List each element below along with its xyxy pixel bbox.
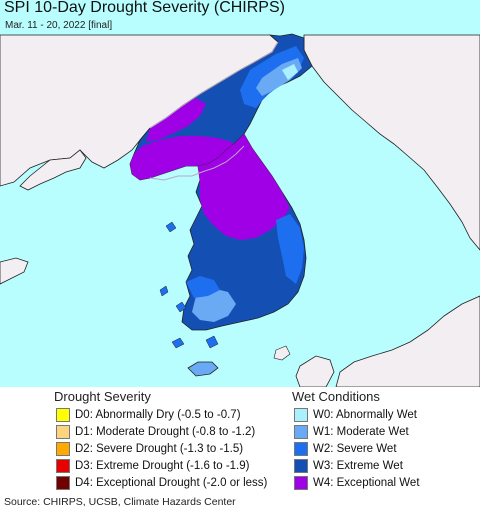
swatch-d4 [56,475,70,490]
korea-dmz-border [149,145,245,181]
west-sea-islands [159,221,219,349]
swatch-d2 [56,441,70,456]
legend-item-w3: W3: Extreme Wet [294,457,403,474]
source-credit: Source: CHIRPS, UCSB, Climate Hazards Ce… [4,496,236,508]
legend-item-d4: D4: Exceptional Drought (-2.0 or less) [56,474,267,491]
swatch-w3 [294,458,308,473]
swatch-w1 [294,424,308,439]
sk-severe-wet-southwest [186,276,220,298]
swatch-d3 [56,458,70,473]
sk-exceptional-wet-area [198,134,290,240]
legend-label-w2: W2: Severe Wet [313,442,397,455]
legend-label-w0: W0: Abnormally Wet [313,408,417,421]
swatch-w2 [294,441,308,456]
legend-label-d0: D0: Abnormally Dry (-0.5 to -0.7) [75,408,241,421]
japan-island [273,345,291,361]
legend-label-d4: D4: Exceptional Drought (-2.0 or less) [75,476,268,489]
swatch-w4 [294,475,308,490]
map-subtitle: Mar. 11 - 20, 2022 [final] [5,20,113,31]
legend-label-w3: W3: Extreme Wet [313,459,403,472]
wet-legend-heading: Wet Conditions [292,389,380,404]
drought-map [0,0,480,387]
drought-legend-heading: Drought Severity [54,389,151,404]
russia-landmass [303,34,480,251]
jeju-island [187,361,219,377]
legend-label-d3: D3: Extreme Drought (-1.6 to -1.9) [75,459,250,472]
legend-item-w4: W4: Exceptional Wet [294,474,420,491]
map-title: SPI 10-Day Drought Severity (CHIRPS) [4,0,285,16]
nk-exceptional-wet-south [130,136,236,180]
legend-label-d2: D2: Severe Drought (-1.3 to -1.5) [75,442,244,455]
legend-item-w1: W1: Moderate Wet [294,423,409,440]
legend-item-d2: D2: Severe Drought (-1.3 to -1.5) [56,440,243,457]
legend-item-d3: D3: Extreme Drought (-1.6 to -1.9) [56,457,249,474]
legend-item-d0: D0: Abnormally Dry (-0.5 to -0.7) [56,406,241,423]
legend-item-w2: W2: Severe Wet [294,440,397,457]
legend-panel: Drought Severity Wet Conditions D0: Abno… [0,388,480,492]
shandong-peninsula [0,257,29,285]
japan-kyushu [295,355,335,387]
swatch-d0 [56,407,70,422]
japan-honshu [335,295,480,387]
swatch-w0 [294,407,308,422]
sk-severe-wet-coast [276,214,304,284]
legend-label-w4: W4: Exceptional Wet [313,476,420,489]
nk-abnormal-wet-spot [282,64,298,80]
legend-label-w1: W1: Moderate Wet [313,425,409,438]
legend-label-d1: D1: Moderate Drought (-0.8 to -1.2) [75,425,256,438]
legend-item-d1: D1: Moderate Drought (-0.8 to -1.2) [56,423,255,440]
liaodong-peninsula [19,149,87,191]
nk-exceptional-wet-northwest [146,98,206,142]
legend-item-w0: W0: Abnormally Wet [294,406,417,423]
china-nk-border [149,41,279,129]
swatch-d1 [56,424,70,439]
